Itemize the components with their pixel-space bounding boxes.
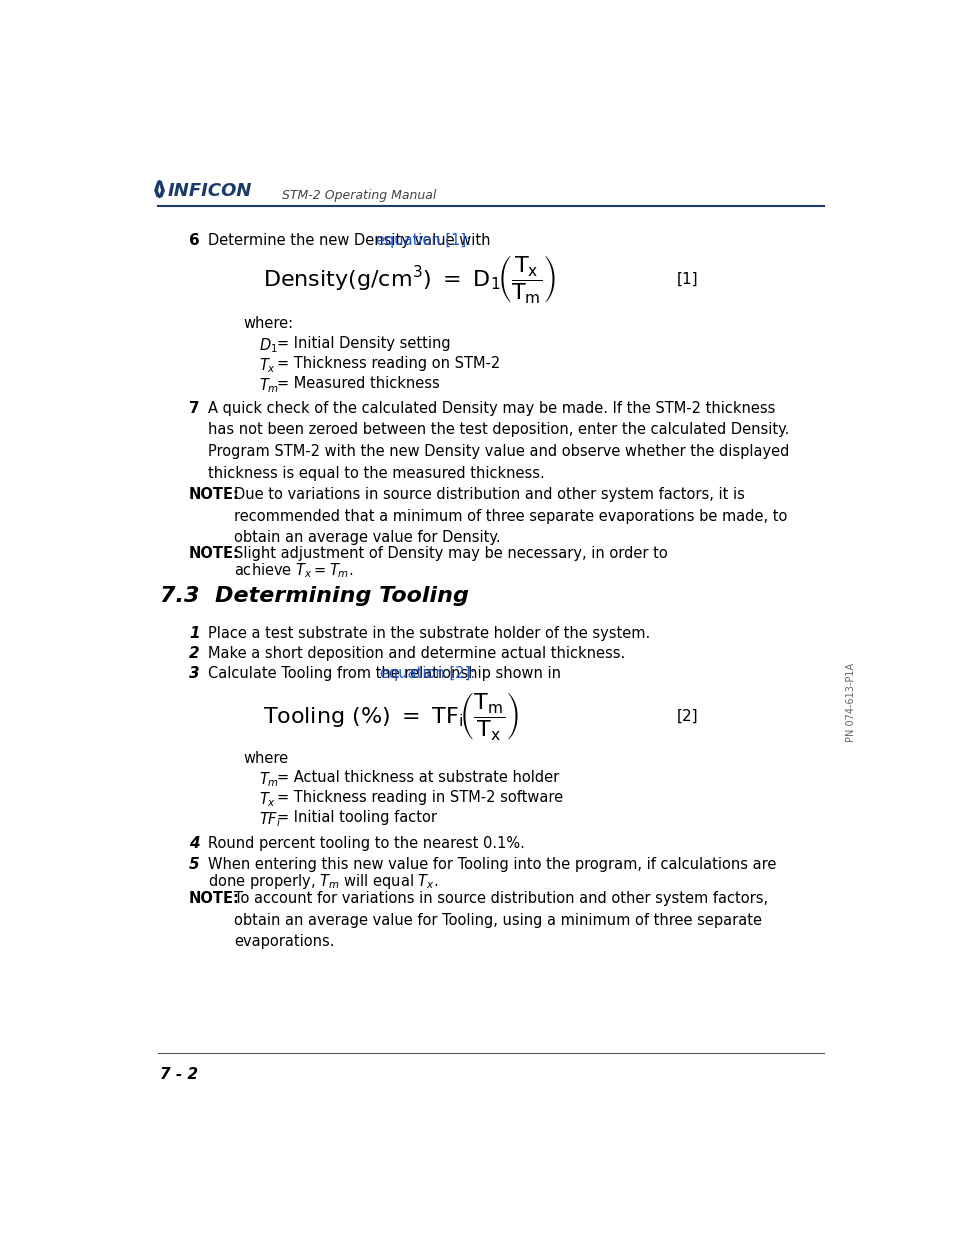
Text: $T_m$: $T_m$ (258, 771, 278, 789)
Text: [1]: [1] (677, 272, 699, 287)
Text: Make a short deposition and determine actual thickness.: Make a short deposition and determine ac… (208, 646, 625, 662)
Text: Round percent tooling to the nearest 0.1%.: Round percent tooling to the nearest 0.1… (208, 836, 525, 851)
Text: To account for variations in source distribution and other system factors,
obtai: To account for variations in source dist… (233, 892, 767, 950)
Text: When entering this new value for Tooling into the program, if calculations are: When entering this new value for Tooling… (208, 857, 776, 872)
Polygon shape (154, 180, 165, 199)
Text: NOTE:: NOTE: (189, 487, 239, 501)
Text: NOTE:: NOTE: (189, 892, 239, 906)
Text: Calculate Tooling from the relationship shown in: Calculate Tooling from the relationship … (208, 667, 565, 682)
Text: 3: 3 (189, 667, 199, 682)
Text: = Thickness reading on STM-2: = Thickness reading on STM-2 (277, 356, 500, 370)
Text: 5: 5 (189, 857, 199, 872)
Text: where: where (243, 751, 288, 766)
Text: PN 074-613-P1A: PN 074-613-P1A (845, 663, 855, 742)
Text: INFICON: INFICON (168, 182, 253, 200)
Text: NOTE:: NOTE: (189, 546, 239, 561)
Text: equation [1]:: equation [1]: (375, 233, 471, 248)
Text: Determine the new Density value with: Determine the new Density value with (208, 233, 495, 248)
Text: $\mathregular{Density(g/cm^3)\ =\ D_1\!\left(\dfrac{T_x}{T_m}\right)}$: $\mathregular{Density(g/cm^3)\ =\ D_1\!\… (262, 253, 555, 305)
Text: Place a test substrate in the substrate holder of the system.: Place a test substrate in the substrate … (208, 626, 650, 641)
Text: $T_x$: $T_x$ (258, 790, 275, 809)
Text: 7 - 2: 7 - 2 (159, 1067, 197, 1082)
Text: $D_1$: $D_1$ (258, 336, 277, 354)
Text: = Actual thickness at substrate holder: = Actual thickness at substrate holder (277, 771, 559, 785)
Text: achieve $T_x = T_m$.: achieve $T_x = T_m$. (233, 561, 354, 579)
Text: = Initial tooling factor: = Initial tooling factor (277, 810, 436, 825)
Text: A quick check of the calculated Density may be made. If the STM-2 thickness
has : A quick check of the calculated Density … (208, 401, 789, 480)
Text: equation [2]:: equation [2]: (380, 667, 476, 682)
Text: $TF_i$: $TF_i$ (258, 810, 280, 829)
Text: Due to variations in source distribution and other system factors, it is
recomme: Due to variations in source distribution… (233, 487, 786, 545)
Polygon shape (158, 184, 161, 194)
Text: done properly, $T_m$ will equal $T_x$.: done properly, $T_m$ will equal $T_x$. (208, 872, 438, 890)
Text: 2: 2 (189, 646, 199, 662)
Text: = Measured thickness: = Measured thickness (277, 377, 439, 391)
Text: [2]: [2] (677, 709, 699, 724)
Text: $T_m$: $T_m$ (258, 377, 278, 395)
Text: 7: 7 (189, 401, 199, 416)
Text: = Initial Density setting: = Initial Density setting (277, 336, 451, 351)
Text: where:: where: (243, 316, 294, 331)
Text: 4: 4 (189, 836, 199, 851)
Text: $T_x$: $T_x$ (258, 356, 275, 374)
Text: 6: 6 (189, 233, 199, 248)
Text: = Thickness reading in STM-2 software: = Thickness reading in STM-2 software (277, 790, 563, 805)
Text: $\mathregular{Tooling\ (\%)\ =\ TF_i\!\left(\dfrac{T_m}{T_x}\right)}$: $\mathregular{Tooling\ (\%)\ =\ TF_i\!\l… (262, 690, 517, 742)
Text: STM-2 Operating Manual: STM-2 Operating Manual (282, 189, 436, 201)
Text: Slight adjustment of Density may be necessary, in order to: Slight adjustment of Density may be nece… (233, 546, 667, 561)
Text: 1: 1 (189, 626, 199, 641)
Text: 7.3  Determining Tooling: 7.3 Determining Tooling (159, 585, 468, 605)
